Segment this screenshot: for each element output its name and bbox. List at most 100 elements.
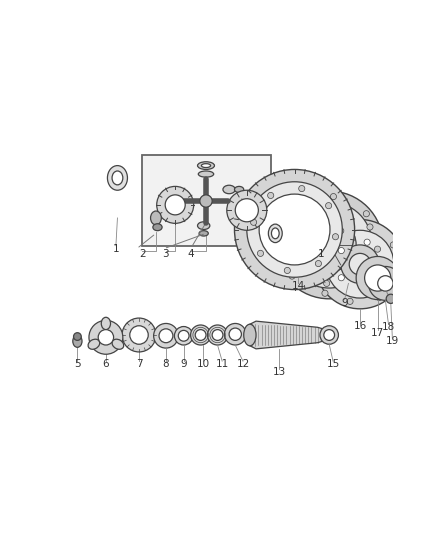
Circle shape [159, 329, 173, 343]
Circle shape [89, 320, 123, 354]
Circle shape [258, 251, 264, 256]
Circle shape [165, 195, 185, 215]
Circle shape [174, 327, 193, 345]
Circle shape [286, 202, 372, 288]
Text: 7: 7 [136, 359, 142, 369]
Circle shape [208, 325, 228, 345]
Circle shape [122, 318, 156, 352]
Ellipse shape [151, 211, 161, 225]
Text: 5: 5 [74, 359, 81, 369]
Text: 17: 17 [371, 328, 384, 338]
Circle shape [320, 251, 326, 257]
Circle shape [357, 279, 364, 285]
Circle shape [380, 261, 386, 267]
Circle shape [368, 266, 403, 301]
Circle shape [98, 329, 113, 345]
Circle shape [200, 195, 212, 207]
Circle shape [363, 211, 369, 217]
Circle shape [276, 191, 383, 299]
Ellipse shape [112, 339, 124, 349]
Circle shape [332, 233, 339, 240]
Circle shape [324, 329, 335, 341]
Circle shape [390, 242, 396, 248]
Circle shape [74, 333, 81, 341]
Circle shape [326, 230, 394, 298]
Circle shape [191, 325, 211, 345]
Circle shape [247, 182, 342, 277]
Circle shape [227, 190, 267, 230]
Ellipse shape [73, 335, 82, 348]
Ellipse shape [107, 166, 127, 190]
Circle shape [284, 268, 290, 273]
Ellipse shape [234, 187, 244, 192]
Circle shape [295, 205, 301, 211]
Circle shape [259, 194, 330, 265]
Text: 13: 13 [272, 367, 286, 377]
Text: 9: 9 [341, 297, 348, 308]
Circle shape [394, 271, 400, 277]
Text: 1: 1 [318, 249, 325, 259]
Circle shape [268, 192, 274, 198]
Ellipse shape [272, 228, 279, 239]
Circle shape [378, 276, 393, 291]
Circle shape [330, 193, 336, 200]
Circle shape [251, 219, 257, 225]
Ellipse shape [244, 324, 256, 346]
Circle shape [364, 265, 391, 291]
Text: 10: 10 [196, 359, 209, 369]
Ellipse shape [201, 164, 211, 167]
Text: 4: 4 [187, 249, 194, 259]
Circle shape [212, 329, 223, 341]
Circle shape [386, 294, 396, 303]
Text: 12: 12 [237, 359, 250, 369]
Circle shape [325, 203, 332, 209]
Ellipse shape [112, 171, 123, 185]
Circle shape [289, 273, 295, 279]
Ellipse shape [88, 339, 100, 349]
Ellipse shape [199, 231, 208, 236]
Text: 9: 9 [180, 359, 187, 369]
Ellipse shape [198, 222, 210, 230]
Text: 6: 6 [102, 359, 109, 369]
Circle shape [224, 324, 246, 345]
Ellipse shape [198, 171, 214, 177]
Ellipse shape [101, 317, 110, 329]
Text: 16: 16 [353, 321, 367, 331]
Circle shape [376, 294, 382, 301]
Circle shape [347, 298, 353, 304]
Text: 15: 15 [326, 359, 340, 369]
Ellipse shape [198, 161, 215, 169]
Text: 8: 8 [162, 359, 169, 369]
Circle shape [278, 238, 284, 244]
Bar [142, 155, 272, 246]
Polygon shape [250, 321, 325, 349]
Circle shape [154, 324, 178, 348]
Circle shape [302, 218, 356, 272]
Circle shape [320, 326, 339, 344]
Circle shape [364, 283, 370, 289]
Text: 14: 14 [292, 281, 305, 290]
Circle shape [324, 280, 330, 287]
Circle shape [195, 329, 206, 341]
Circle shape [356, 256, 399, 300]
Text: 18: 18 [382, 322, 395, 332]
Text: 3: 3 [162, 249, 169, 259]
Circle shape [322, 290, 328, 296]
Circle shape [349, 253, 371, 275]
Circle shape [299, 185, 305, 192]
Ellipse shape [268, 224, 282, 243]
Circle shape [338, 247, 344, 254]
Text: 2: 2 [139, 249, 145, 259]
Circle shape [338, 274, 344, 281]
Text: 1: 1 [113, 244, 119, 254]
Circle shape [338, 228, 344, 234]
Circle shape [364, 239, 370, 245]
Circle shape [234, 169, 355, 289]
Circle shape [315, 220, 405, 309]
Circle shape [130, 326, 148, 344]
Ellipse shape [153, 224, 162, 231]
Text: 11: 11 [215, 359, 229, 369]
Circle shape [374, 246, 381, 252]
Ellipse shape [223, 185, 235, 193]
Text: 19: 19 [386, 336, 399, 346]
